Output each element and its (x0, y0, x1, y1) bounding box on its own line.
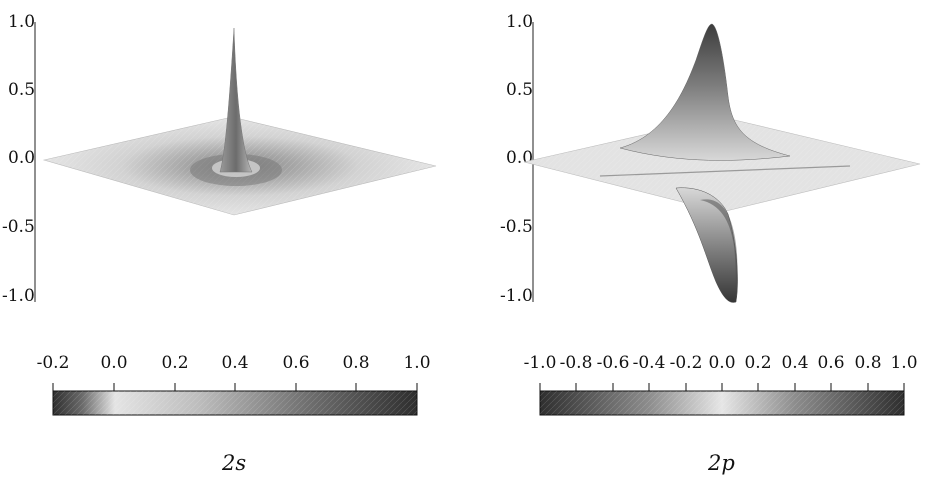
colorbar-tick-label: 0.2 (744, 353, 771, 373)
colorbar-tick-label: 0.0 (100, 353, 127, 373)
colorbar-tick-label: -0.4 (633, 353, 666, 373)
z-tick-label: -0.5 (500, 217, 533, 237)
panel-2p: 1.0 0.5 0.0 -0.5 -1.0 (500, 12, 921, 306)
colorbar-tick-label: -1.0 (524, 353, 557, 373)
colorbar-tick-label: -0.2 (670, 353, 703, 373)
z-tick-label: 1.0 (8, 12, 35, 32)
colorbar-tick-label: 1.0 (403, 353, 430, 373)
colorbar-tick-label: -0.8 (560, 353, 593, 373)
nodal-line-2p (599, 165, 851, 177)
panel-2s: 1.0 0.5 0.0 -0.5 -1.0 (2, 12, 437, 306)
colorbar-tick-label: 1.0 (890, 353, 917, 373)
colorbar-tick-label: 0.8 (342, 353, 369, 373)
colorbar-tick-label: 0.8 (854, 353, 881, 373)
colorbar-tick-label: -0.2 (37, 353, 70, 373)
colorbar-2p: -1.0 -0.8 -0.6 -0.4 -0.2 0.0 0.2 0.4 0.6… (524, 353, 918, 416)
colorbar-tick-label: -0.6 (597, 353, 630, 373)
z-tick-label: 0.0 (506, 148, 533, 168)
z-tick-label: 0.0 (8, 148, 35, 168)
lobe-negative-2p (675, 187, 738, 303)
z-tick-label: 0.5 (506, 80, 533, 100)
spike-2s (219, 27, 253, 173)
caption-2p: 2p (707, 451, 735, 475)
surface-mesh-2p (524, 117, 920, 212)
colorbar-2s-mesh (53, 391, 417, 415)
lobe-positive-2p (619, 23, 791, 161)
colorbar-tick-label: 0.4 (781, 353, 808, 373)
colorbar-tick-label: 0.0 (708, 353, 735, 373)
colorbar-2p-ticks (539, 383, 905, 391)
z-tick-label: -1.0 (500, 286, 533, 306)
colorbar-tick-label: 0.2 (161, 353, 188, 373)
z-tick-label: -1.0 (2, 286, 35, 306)
z-tick-label: 0.5 (8, 80, 35, 100)
caption-2s: 2s (221, 451, 246, 475)
z-tick-label: -0.5 (2, 217, 35, 237)
colorbar-tick-label: 0.4 (221, 353, 248, 373)
colorbar-2s-ticks (52, 383, 418, 391)
z-tick-label: 1.0 (506, 12, 533, 32)
colorbar-tick-label: 0.6 (282, 353, 309, 373)
colorbar-2s: -0.2 0.0 0.2 0.4 0.6 0.8 1.0 (37, 353, 431, 416)
colorbar-tick-label: 0.6 (817, 353, 844, 373)
colorbar-2p-mesh (540, 391, 904, 415)
